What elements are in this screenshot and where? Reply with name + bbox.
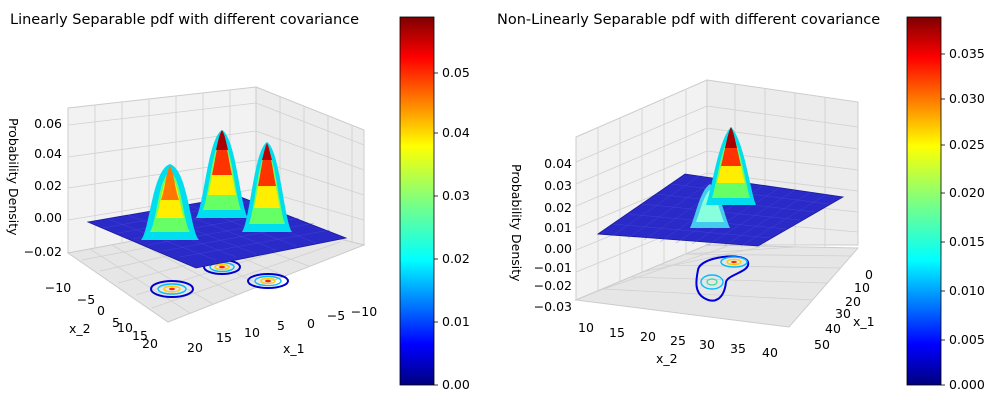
z-tick-label: 0.06 [34, 116, 62, 131]
colorbar-tick-label: 0.010 [949, 283, 985, 298]
chart1-ylabel: x_2 [69, 321, 91, 336]
x-tick-label: 50 [814, 337, 830, 352]
z-tick-label: 0.02 [544, 200, 572, 215]
z-tick-label: −0.02 [24, 244, 62, 259]
chart-linear-separable: Linearly Separable pdf with different co… [6, 12, 470, 392]
chart2-z-ticks: −0.03 −0.02 −0.01 0.00 0.01 0.02 0.03 0.04 [534, 156, 572, 314]
y-tick-label: 0 [97, 303, 105, 318]
surface-peaks [690, 127, 756, 228]
colorbar-tick-label: 0.020 [949, 185, 985, 200]
x-tick-label: −10 [351, 304, 377, 319]
colorbar-tick-label: 0.03 [442, 188, 470, 203]
z-tick-label: 0.00 [34, 210, 62, 225]
y-tick-label: 40 [762, 345, 778, 360]
chart2-zlabel: Probability Density [509, 164, 524, 282]
x-tick-label: 10 [244, 325, 260, 340]
z-tick-label: 0.04 [34, 146, 62, 161]
chart2-colorbar [906, 16, 942, 386]
surface-peaks [141, 130, 292, 240]
x-tick-label: 10 [854, 280, 870, 295]
chart2-title: Non-Linearly Separable pdf with differen… [497, 12, 880, 28]
chart1-title: Linearly Separable pdf with different co… [10, 12, 359, 28]
x-tick-label: 15 [216, 330, 232, 345]
y-tick-label: 15 [132, 328, 148, 343]
x-tick-label: 0 [865, 267, 873, 282]
chart1-x-ticks: 20 15 10 5 0 −5 −10 [187, 304, 377, 355]
z-tick-label: 0.02 [34, 178, 62, 193]
contour-projections [695, 255, 750, 302]
colorbar-tick-label: 0.04 [442, 125, 470, 140]
x-tick-label: 20 [845, 294, 861, 309]
x-tick-label: −5 [327, 308, 345, 323]
chart1-colorbar [399, 16, 435, 386]
y-tick-label: −10 [45, 280, 71, 295]
chart1-zlabel: Probability Density [6, 118, 21, 236]
x-tick-label: 0 [307, 316, 315, 331]
y-tick-label: 5 [112, 315, 120, 330]
chart1-z-ticks: −0.02 0.00 0.02 0.04 0.06 [24, 116, 62, 259]
colorbar-tick-label: 0.000 [949, 377, 985, 392]
colorbar-tick-label: 0.05 [442, 65, 470, 80]
colorbar-tick-label: 0.030 [949, 91, 985, 106]
z-tick-label: 0.04 [544, 156, 572, 171]
colorbar-tick-label: 0.005 [949, 332, 985, 347]
y-tick-label: −5 [77, 292, 95, 307]
x-tick-label: 30 [835, 306, 851, 321]
x-tick-label: 20 [187, 340, 203, 355]
y-tick-label: 10 [578, 320, 594, 335]
colorbar-tick-label: 0.00 [442, 377, 470, 392]
colorbar-tick-label: 0.035 [949, 46, 985, 61]
z-tick-label: 0.03 [544, 178, 572, 193]
y-tick-label: 20 [640, 329, 656, 344]
y-tick-label: 20 [142, 336, 158, 351]
z-tick-label: −0.02 [534, 278, 572, 293]
floor-pane [574, 244, 860, 328]
chart1-xlabel: x_1 [283, 341, 305, 356]
colorbar-tick-label: 0.02 [442, 251, 470, 266]
colorbar-tick-label: 0.025 [949, 137, 985, 152]
z-tick-label: −0.03 [534, 299, 572, 314]
z-tick-label: 0.01 [544, 220, 572, 235]
chart2-colorbar-ticks: 0.000 0.005 0.010 0.015 0.020 0.025 0.030 0.035 [941, 46, 985, 392]
z-tick-label: 0.00 [544, 241, 572, 256]
colorbar-tick-label: 0.015 [949, 234, 985, 249]
y-tick-label: 30 [699, 337, 715, 352]
chart2-y-ticks: 10 15 20 25 30 35 40 [578, 320, 778, 360]
chart2-ylabel: x_2 [656, 351, 678, 366]
chart-non-linear-separable: Non-Linearly Separable pdf with differen… [497, 12, 985, 392]
z-tick-label: −0.01 [534, 260, 572, 275]
y-tick-label: 10 [117, 320, 133, 335]
x-tick-label: 40 [825, 321, 841, 336]
y-tick-label: 15 [609, 325, 625, 340]
chart2-xlabel: x_1 [853, 314, 875, 329]
chart1-colorbar-ticks: 0.00 0.01 0.02 0.03 0.04 0.05 [434, 65, 470, 392]
y-tick-label: 35 [730, 341, 746, 356]
colorbar-tick-label: 0.01 [442, 314, 470, 329]
x-tick-label: 5 [277, 318, 285, 333]
y-tick-label: 25 [670, 333, 686, 348]
